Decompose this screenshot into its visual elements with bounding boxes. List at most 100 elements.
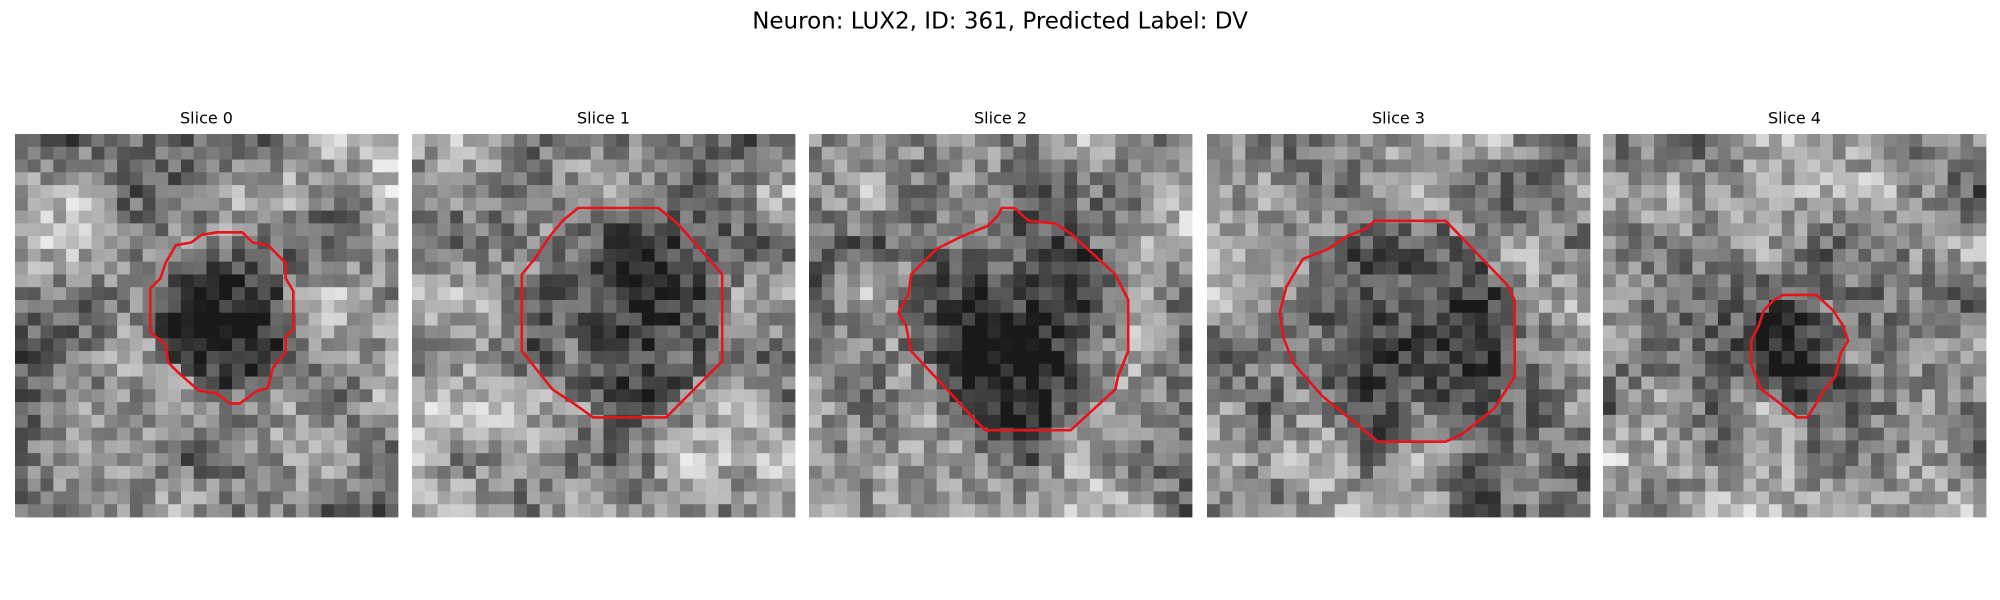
pixel [53,210,67,224]
pixel [911,427,925,441]
pixel [1973,261,1987,275]
pixel [193,325,207,339]
pixel [27,248,41,263]
pixel [539,223,553,237]
pixel [257,402,271,416]
pixel [1026,146,1040,160]
pixel [860,504,874,518]
pixel [1179,440,1193,454]
pixel [590,465,604,480]
pixel [1372,236,1387,250]
pixel [1372,402,1387,416]
pixel [1654,210,1668,224]
pixel [1309,134,1323,148]
pixel [27,159,41,173]
pixel [232,236,246,250]
pixel [40,338,54,352]
pixel [872,427,886,441]
pixel [1743,287,1757,301]
pixel [1538,312,1553,326]
pixel [949,274,963,288]
pixel [718,338,732,352]
pixel [667,504,681,518]
pixel [1654,363,1668,377]
pixel [1334,427,1348,441]
pixel [923,261,938,275]
pixel [847,478,861,492]
pixel [412,274,426,288]
pixel [1487,312,1502,326]
pixel [1487,325,1502,339]
pixel [1258,159,1272,173]
pixel [1845,491,1859,505]
pixel [987,376,1001,390]
pixel [78,210,92,224]
pixel [692,287,707,301]
pixel [1526,312,1540,326]
pixel [782,351,796,365]
pixel [949,491,963,505]
pixel [1883,159,1898,173]
pixel [450,414,464,429]
pixel [1411,491,1425,505]
pixel [1513,465,1527,480]
pixel [168,389,182,403]
pixel [1922,223,1936,237]
pixel [193,134,207,148]
pixel [66,504,80,518]
pixel [1973,325,1987,339]
pixel [552,491,566,505]
pixel [1832,159,1846,173]
pixel [27,287,41,301]
pixel [1283,312,1297,326]
pixel [1858,465,1872,480]
pixel [872,299,886,314]
slice-image [1603,134,1987,518]
pixel [641,402,655,416]
pixel [1692,414,1706,429]
pixel [731,440,745,454]
pixel [193,312,207,326]
pixel [1115,223,1129,237]
pixel [40,197,54,211]
pixel [1896,465,1910,480]
pixel [27,185,41,199]
pixel [577,363,592,377]
pixel [283,248,297,263]
pixel [1717,504,1732,518]
pixel [1947,465,1961,480]
pixel [577,325,592,339]
pixel [1360,248,1374,263]
pixel [27,491,41,505]
pixel [180,261,195,275]
pixel [1398,159,1412,173]
pixel [1064,146,1078,160]
pixel [385,440,399,454]
pixel [1538,478,1553,492]
pixel [283,363,297,377]
pixel [53,287,67,301]
pixel [616,440,630,454]
pixel [412,146,426,160]
pixel [769,236,783,250]
pixel [1768,261,1783,275]
pixel [1603,312,1617,326]
pixel [718,414,732,429]
pixel [501,363,515,377]
pixel [1462,351,1476,365]
pixel [885,312,899,326]
pixel [743,504,758,518]
pixel [412,172,426,186]
pixel [206,478,220,492]
pixel [680,440,694,454]
pixel [1166,159,1180,173]
pixel [1219,351,1233,365]
pixel [450,376,464,390]
pixel [1896,453,1910,467]
pixel [219,248,233,263]
pixel [756,197,770,211]
pixel [385,351,399,365]
pixel [756,261,770,275]
pixel [1411,287,1425,301]
pixel [15,389,29,403]
